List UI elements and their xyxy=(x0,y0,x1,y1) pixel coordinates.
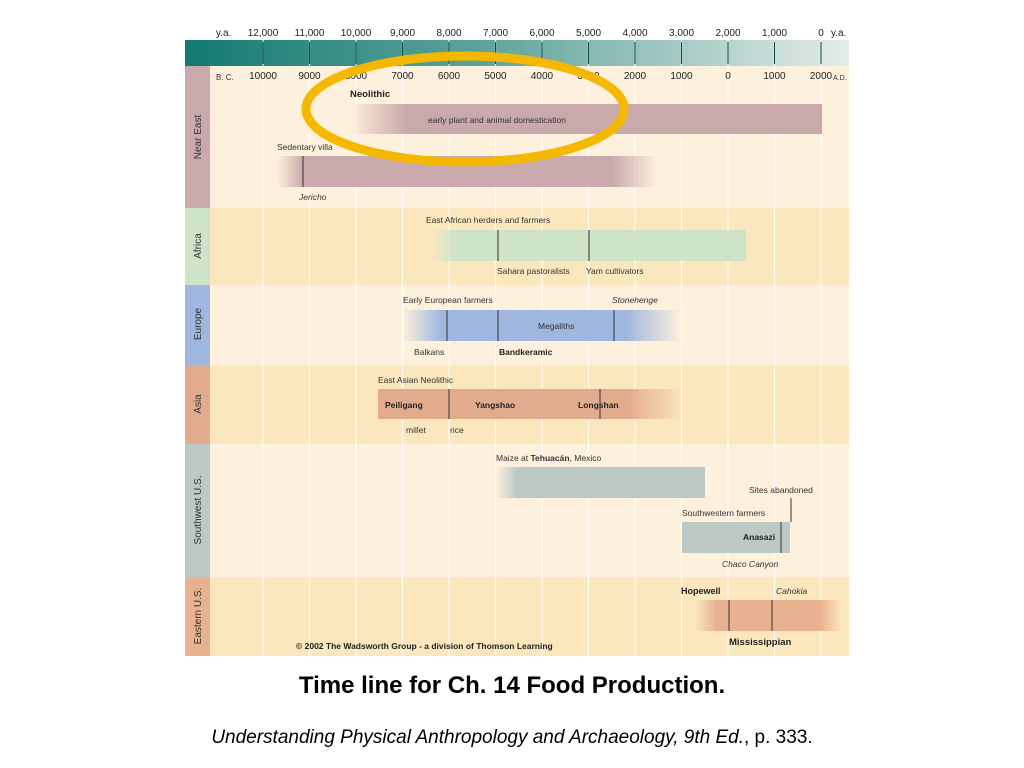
region-tab-africa xyxy=(185,208,210,285)
neolithic-label: Neolithic xyxy=(350,89,390,100)
megaliths-label: Megaliths xyxy=(538,321,574,331)
ya-unit-left: y.a. xyxy=(216,28,231,39)
domestication-bar xyxy=(350,104,822,134)
east-asian-label: East Asian Neolithic xyxy=(378,375,454,385)
yam-label: Yam cultivators xyxy=(586,266,643,276)
header-top xyxy=(185,22,849,40)
region-tab-europe xyxy=(185,285,210,365)
european-farmers-bar xyxy=(403,310,681,341)
ya-tick-label: 4,000 xyxy=(622,28,647,39)
region-label-near-east: Near East xyxy=(193,115,204,160)
rice-label: rice xyxy=(450,425,464,435)
ya-tick-label: 11,000 xyxy=(295,28,325,39)
ya-tick-label: 7,000 xyxy=(483,28,508,39)
date-tick-label: 9000 xyxy=(298,71,321,82)
ya-tick-label: 2,000 xyxy=(715,28,740,39)
ya-tick-label: 12,000 xyxy=(248,28,279,39)
ya-unit-right: y.a. xyxy=(831,28,846,39)
timeline-diagram: y.a. y.a. 12,000 11,000 10,000 9,000 8,000 7,… xyxy=(185,22,849,656)
region-label-asia: Asia xyxy=(193,394,204,414)
ya-axis: 12,000 11,000 10,000 9,000 8,000 7,000 6,000 5,… xyxy=(248,28,825,39)
cahokia-label: Cahokia xyxy=(776,586,807,596)
ad-label: A.D. xyxy=(833,75,847,82)
date-tick-label: 6000 xyxy=(438,71,461,82)
ya-tick-label: 0 xyxy=(818,28,824,39)
mississippian-bar xyxy=(695,600,842,631)
region-label-southwest: Southwest U.S. xyxy=(193,476,204,545)
region-tab-asia xyxy=(185,365,210,444)
mississippian-label: Mississippian xyxy=(729,637,791,648)
highlight-ellipse xyxy=(301,51,629,167)
sites-abandoned-label: Sites abandoned xyxy=(749,485,813,495)
ya-tick-label: 9,000 xyxy=(390,28,415,39)
caption-source: Understanding Physical Anthropology and … xyxy=(0,727,1024,749)
sahara-label: Sahara pastoralists xyxy=(497,266,570,276)
date-tick-label: 5000 xyxy=(484,71,507,82)
southwestern-farmers-label: Southwestern farmers xyxy=(682,508,765,518)
copyright-text: © 2002 The Wadsworth Group - a division … xyxy=(296,641,553,651)
peiligang-label: Peiligang xyxy=(385,400,423,410)
region-label-africa: Africa xyxy=(193,233,204,259)
domestication-label: early plant and animal domestication xyxy=(428,115,566,125)
maize-label: Maize at Tehuacán, Mexico xyxy=(496,453,601,463)
ya-tick-label: 5,000 xyxy=(576,28,601,39)
jericho-label: Jericho xyxy=(298,192,327,202)
balkans-label: Balkans xyxy=(414,347,444,357)
east-african-label: East African herders and farmers xyxy=(426,215,550,225)
date-tick-label: 2000 xyxy=(624,71,647,82)
date-tick-label: 1000 xyxy=(763,71,786,82)
east-asian-bar xyxy=(378,389,683,419)
hopewell-label: Hopewell xyxy=(681,586,721,596)
bandkeramic-label: Bandkeramic xyxy=(499,347,553,357)
maize-bar xyxy=(496,467,705,498)
timeline-figure: y.a. y.a. 12,000 11,000 10,000 9,000 8,000 7,… xyxy=(185,22,849,656)
date-tick-label: 10000 xyxy=(249,71,277,82)
gridlines xyxy=(262,40,822,656)
source-book-title: Understanding Physical Anthropology and … xyxy=(211,727,744,748)
date-tick-label: 0 xyxy=(725,71,731,82)
date-tick-label: 1000 xyxy=(670,71,693,82)
region-tab-eastern xyxy=(185,577,210,656)
yangshao-label: Yangshao xyxy=(475,400,515,410)
longshan-label: Longshan xyxy=(578,400,619,410)
region-tab-near-east xyxy=(185,66,210,208)
date-tick-label: 8000 xyxy=(345,71,368,82)
region-tab-southwest xyxy=(185,444,210,577)
millet-label: millet xyxy=(406,425,426,435)
date-tick-label: 4000 xyxy=(531,71,554,82)
date-tick-label: 2000 xyxy=(810,71,833,82)
early-european-label: Early European farmers xyxy=(403,295,493,305)
band-southwest xyxy=(185,444,849,577)
caption-title: Time line for Ch. 14 Food Production. xyxy=(298,672,726,699)
ya-tick-label: 6,000 xyxy=(529,28,554,39)
stonehenge-label: Stonehenge xyxy=(612,295,658,305)
source-page: , p. 333. xyxy=(744,727,813,748)
ya-tick-label: 8,000 xyxy=(436,28,461,39)
date-tick-label: 7000 xyxy=(391,71,414,82)
anasazi-bar xyxy=(682,522,790,553)
chaco-label: Chaco Canyon xyxy=(722,559,779,569)
region-label-eastern: Eastern U.S. xyxy=(193,588,204,645)
east-african-bar xyxy=(430,230,746,261)
ya-tick-label: 3,000 xyxy=(669,28,694,39)
ya-tick-label: 10,000 xyxy=(341,28,372,39)
region-label-europe: Europe xyxy=(193,307,204,340)
ya-tick-label: 1,000 xyxy=(762,28,787,39)
bc-label: B. C. xyxy=(216,73,234,82)
anasazi-label: Anasazi xyxy=(743,532,775,542)
sedentary-label: Sedentary villa xyxy=(277,142,333,152)
